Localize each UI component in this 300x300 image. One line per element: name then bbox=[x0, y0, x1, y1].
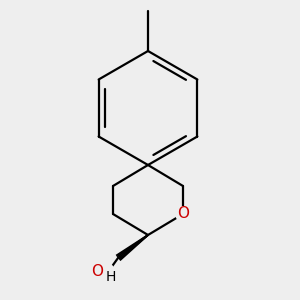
Circle shape bbox=[95, 262, 115, 282]
Text: H: H bbox=[106, 270, 116, 284]
Text: O: O bbox=[91, 265, 103, 280]
Text: O: O bbox=[177, 206, 189, 221]
Circle shape bbox=[175, 206, 191, 222]
